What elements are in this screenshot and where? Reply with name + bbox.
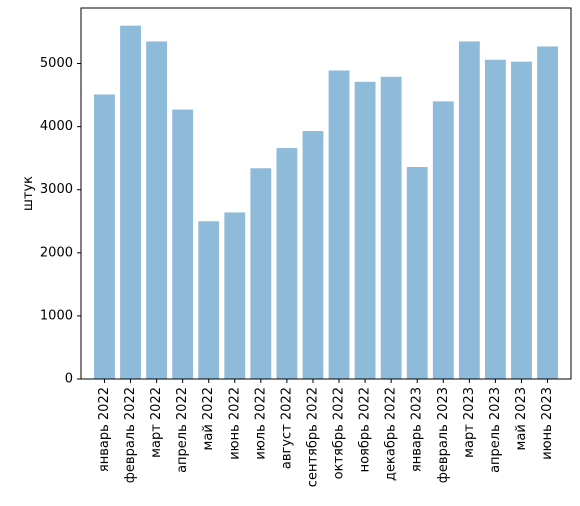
bar-9 (302, 131, 324, 379)
bar-4 (172, 109, 194, 379)
y-tick-label-3: 3000 (40, 182, 73, 197)
bar-13 (406, 167, 428, 379)
y-tick-label-1: 1000 (40, 308, 73, 323)
bar-1 (94, 94, 115, 379)
x-tick-label-8: август 2022 (279, 387, 294, 469)
y-axis-label: штук (21, 176, 36, 211)
x-tick-label-12: декабрь 2022 (384, 387, 399, 481)
x-tick-label-14: февраль 2023 (436, 387, 451, 483)
bar-16 (484, 59, 506, 379)
x-tick-label-9: сентябрь 2022 (305, 387, 320, 487)
x-tick-label-6: июнь 2022 (227, 387, 242, 460)
bar-18 (537, 46, 558, 379)
x-tick-label-7: июль 2022 (253, 387, 268, 460)
x-tick-label-17: май 2023 (514, 387, 529, 450)
x-tick-label-18: июнь 2023 (540, 387, 555, 460)
plot-frame (80, 7, 572, 380)
x-axis-ticks: январь 2022 февраль 2022 март 2022 апрель 2… (97, 379, 555, 487)
y-tick-label-0: 0 (65, 372, 73, 387)
y-axis-ticks: 0 1000 2000 3000 4000 5000 (40, 56, 81, 387)
x-tick-label-1: январь 2022 (97, 387, 112, 472)
y-tick-label-2: 2000 (40, 245, 73, 260)
bar-2 (120, 25, 141, 380)
bar-14 (432, 101, 454, 379)
x-tick-label-15: март 2023 (462, 387, 477, 458)
y-tick-label-4: 4000 (40, 119, 73, 134)
x-tick-label-13: январь 2023 (410, 387, 425, 472)
bar-8 (276, 148, 298, 379)
x-tick-label-11: ноябрь 2022 (358, 387, 373, 472)
x-tick-label-5: май 2022 (201, 387, 216, 450)
x-tick-label-2: февраль 2022 (123, 387, 138, 483)
bar-5 (198, 221, 220, 379)
x-tick-label-3: март 2022 (149, 387, 164, 458)
bar-15 (458, 41, 480, 379)
x-tick-label-10: октябрь 2022 (332, 387, 347, 479)
bar-11 (354, 81, 376, 380)
bar-10 (328, 70, 350, 379)
bar-7 (250, 168, 272, 379)
bar-12 (380, 76, 402, 380)
bar-6 (224, 212, 246, 379)
x-tick-label-16: апрель 2023 (488, 387, 503, 473)
bar-17 (511, 61, 532, 379)
y-tick-label-5: 5000 (40, 56, 73, 71)
bars-group (94, 25, 558, 380)
x-tick-label-4: апрель 2022 (175, 387, 190, 473)
bar-3 (146, 41, 168, 379)
